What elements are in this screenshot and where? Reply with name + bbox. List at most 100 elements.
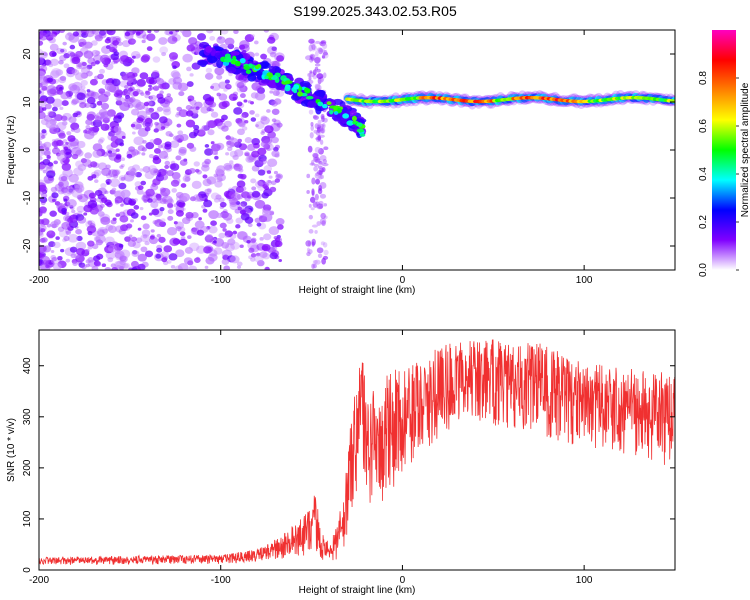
spectrogram-blob xyxy=(175,210,184,217)
spectrogram-blob xyxy=(189,99,197,106)
spectrogram-blob xyxy=(97,229,105,237)
spectrogram-blob xyxy=(88,192,96,199)
spectrogram-blob xyxy=(118,55,130,65)
spectrogram-blob xyxy=(72,31,80,37)
spectrogram-blob xyxy=(185,211,194,219)
spectrogram-blob xyxy=(244,152,250,157)
spectrogram-blob xyxy=(46,77,53,83)
spectrogram-blob xyxy=(179,159,188,166)
spectrogram-blob xyxy=(43,150,51,157)
spectrogram-x-tick-label: 0 xyxy=(400,275,406,286)
spectrogram-blob xyxy=(128,200,136,206)
spectrogram-blob xyxy=(124,85,129,89)
spectrogram-blob xyxy=(118,182,127,190)
spectrogram-blob xyxy=(209,101,217,108)
spectrogram-blob xyxy=(178,148,187,156)
spectrogram-y-tick-label: 0 xyxy=(22,147,33,153)
spectrogram-blob xyxy=(155,122,166,131)
spectrogram-blob xyxy=(97,139,104,144)
spectrogram-blob xyxy=(58,173,69,182)
spectrogram-blob xyxy=(114,196,124,204)
spectrogram-blob xyxy=(321,257,326,265)
spectrogram-blob xyxy=(65,230,72,236)
spectrogram-blob xyxy=(312,263,317,269)
spectrogram-blob xyxy=(83,50,94,59)
spectrogram-blob xyxy=(254,64,260,70)
spectrogram-y-tick-label: -20 xyxy=(22,238,33,253)
spectrogram-blob xyxy=(93,169,102,177)
spectrogram-blob xyxy=(50,249,55,253)
spectrogram-blob xyxy=(100,216,111,225)
spectrogram-blob xyxy=(153,148,161,154)
spectrogram-blob xyxy=(71,189,82,198)
spectrogram-blob xyxy=(172,238,181,245)
spectrogram-blob xyxy=(108,152,119,161)
spectrogram-blob xyxy=(161,51,167,57)
spectrogram-blob xyxy=(160,173,169,181)
spectrogram-blob xyxy=(186,81,194,87)
spectrogram-blob xyxy=(63,53,70,59)
spectrogram-blob xyxy=(75,50,84,58)
spectrogram-blob xyxy=(61,207,67,213)
spectrogram-blob xyxy=(61,221,71,230)
spectrogram-blob xyxy=(239,186,247,192)
spectrogram-blob xyxy=(313,115,319,120)
spectrogram-blob xyxy=(61,100,69,107)
spectrogram-blob xyxy=(136,189,144,195)
spectrogram-blob xyxy=(316,203,324,210)
spectrogram-blob xyxy=(140,92,145,96)
spectrogram-blob xyxy=(86,90,96,98)
spectrogram-blob xyxy=(276,241,281,246)
spectrogram-blob xyxy=(233,163,243,172)
spectrogram-blob xyxy=(157,97,166,104)
spectrogram-blob xyxy=(101,45,112,55)
spectrogram-blob xyxy=(113,125,122,133)
spectrogram-blob xyxy=(356,128,365,133)
spectrogram-blob xyxy=(237,138,242,143)
spectrogram-blob xyxy=(73,127,81,134)
spectrogram-blob xyxy=(198,217,202,221)
spectrogram-blob xyxy=(115,225,124,233)
spectrogram-blob xyxy=(150,229,155,233)
spectrogram-blob xyxy=(224,53,231,59)
spectrogram-blob xyxy=(277,174,282,179)
spectrogram-blob xyxy=(307,249,313,255)
spectrogram-blob xyxy=(39,184,47,192)
spectrogram-blob xyxy=(359,133,366,137)
spectrogram-blob xyxy=(192,194,203,202)
spectrogram-blob xyxy=(221,242,230,249)
spectrogram-blob xyxy=(48,230,52,234)
spectrogram-blob xyxy=(152,178,161,186)
spectrogram-blob xyxy=(75,241,87,251)
spectrogram-blob xyxy=(315,178,321,185)
spectrogram-blob xyxy=(311,188,315,196)
spectrogram-blob xyxy=(157,144,163,149)
spectrogram-blob xyxy=(45,119,57,129)
spectrogram-blob xyxy=(185,119,196,128)
spectrogram-blob xyxy=(239,209,246,215)
spectrogram-blob xyxy=(270,180,277,186)
spectrogram-blob xyxy=(273,98,282,105)
spectrogram-blob xyxy=(204,265,209,269)
spectrogram-blob xyxy=(228,187,233,192)
spectrogram-blob xyxy=(223,88,228,92)
spectrogram-blob xyxy=(231,185,241,194)
snr-frame xyxy=(38,329,676,571)
spectrogram-blob xyxy=(317,135,322,142)
spectrogram-blob xyxy=(173,221,178,225)
spectrogram-blob xyxy=(227,238,236,246)
spectrogram-blob xyxy=(142,234,148,239)
spectrogram-blob xyxy=(263,30,270,33)
spectrogram-blob xyxy=(167,209,174,215)
spectrogram-blob xyxy=(306,247,310,254)
spectrogram-blob xyxy=(61,162,72,171)
spectrogram-blob xyxy=(190,105,196,110)
spectrogram-blob xyxy=(158,236,166,243)
spectrogram-blob xyxy=(203,246,212,254)
spectrogram-blob xyxy=(193,161,200,167)
spectrogram-blob xyxy=(317,253,323,259)
spectrogram-blob xyxy=(221,125,229,132)
spectrogram-blob xyxy=(40,200,46,206)
spectrogram-blob xyxy=(254,254,264,263)
spectrogram-blob xyxy=(39,101,47,107)
